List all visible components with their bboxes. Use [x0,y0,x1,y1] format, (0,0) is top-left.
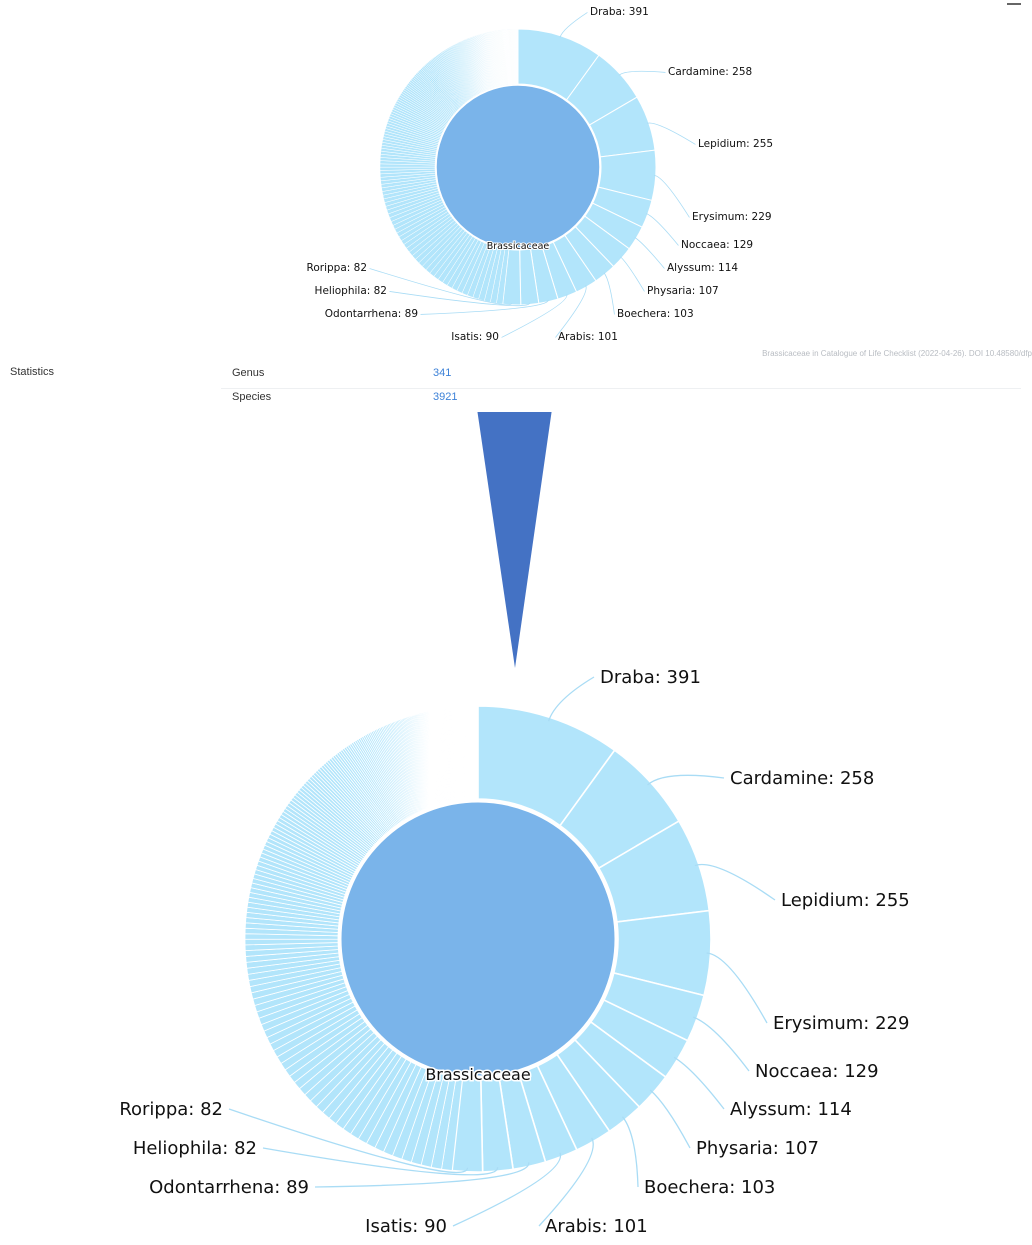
leader-line-draba [547,676,595,722]
leader-line-draba [559,12,588,38]
leader-line-heliophila [389,291,531,307]
root-disk[interactable] [338,799,618,1079]
data-label-physaria: Physaria: 107 [696,1138,819,1159]
stats-value-species[interactable]: 3921 [433,391,458,403]
data-label-heliophila: Heliophila: 82 [133,1138,257,1159]
data-label-lepidium: Lepidium: 255 [698,138,773,150]
leader-line-cardamine [647,774,725,786]
content-cutoff [221,402,1021,412]
leader-line-odontarrhena [314,1162,530,1188]
leader-line-odontarrhena [420,299,549,315]
data-label-arabis: Arabis: 101 [545,1216,648,1237]
data-label-rorippa: Rorippa: 82 [119,1099,223,1120]
leader-line-cardamine [618,70,666,76]
data-label-erysimum: Erysimum: 229 [692,211,772,223]
data-label-alyssum: Alyssum: 114 [667,262,738,274]
stats-value-genus[interactable]: 341 [433,367,452,379]
data-label-alyssum: Alyssum: 114 [730,1099,852,1120]
data-label-arabis: Arabis: 101 [558,331,618,343]
leader-line-arabis [538,1137,594,1227]
root-disk[interactable] [435,84,601,250]
leader-line-rorippa [228,1108,469,1174]
leader-line-isatis [452,1152,562,1227]
data-label-odontarrhena: Odontarrhena: 89 [149,1177,309,1198]
chart-credit: Brassicaceae in Catalogue of Life Checkl… [762,349,1032,358]
data-label-heliophila: Heliophila: 82 [315,285,387,297]
data-label-draba: Draba: 391 [600,667,701,688]
data-label-isatis: Isatis: 90 [451,331,499,343]
leader-line-boechera [621,1116,639,1188]
leader-line-erysimum [706,952,768,1024]
root-label: Brassicaceae [425,1065,530,1084]
data-label-odontarrhena: Odontarrhena: 89 [325,308,418,320]
data-label-draba: Draba: 391 [590,6,649,18]
leader-line-alyssum [673,1056,725,1110]
leader-line-alyssum [634,237,665,269]
leader-line-isatis [501,294,568,338]
outer-ring [379,28,657,306]
stats-label-species: Species [232,391,272,403]
leader-line-physaria [649,1089,691,1149]
data-label-boechera: Boechera: 103 [617,308,694,320]
window-minimize-icon[interactable] [1007,3,1021,5]
leader-line-lepidium [694,863,776,901]
leader-line-boechera [603,272,615,315]
leader-line-noccaea [645,213,679,246]
leader-line-heliophila [262,1147,499,1176]
statistics-section-label: Statistics [10,366,55,378]
leader-line-erysimum [653,174,690,218]
leader-line-arabis [555,285,587,338]
leader-line-physaria [620,256,645,292]
data-label-lepidium: Lepidium: 255 [781,890,910,911]
data-label-physaria: Physaria: 107 [647,285,719,297]
stats-label-genus: Genus [232,367,265,379]
root-label: Brassicaceae [487,241,550,252]
data-label-rorippa: Rorippa: 82 [307,262,367,274]
data-label-noccaea: Noccaea: 129 [755,1061,879,1082]
leader-line-noccaea [693,1016,750,1072]
outer-ring [244,705,712,1173]
sunburst-chart-small: Brassicaceae Draba: 391 Cardamine: 258 Lepi… [307,6,774,343]
stats-row-genus: Genus 341 [221,366,1021,389]
data-label-erysimum: Erysimum: 229 [773,1013,909,1034]
data-label-cardamine: Cardamine: 258 [730,768,874,789]
data-label-boechera: Boechera: 103 [644,1177,775,1198]
arrow-down-icon [476,402,553,668]
sunburst-chart-zoomed: Brassicaceae Draba: 391 Cardamine: 258 Lepi… [119,667,909,1237]
data-label-isatis: Isatis: 90 [365,1216,447,1237]
stats-row-species: Species 3921 [221,390,1021,412]
leader-line-rorippa [369,268,513,306]
leader-line-lepidium [646,122,696,145]
data-label-cardamine: Cardamine: 258 [668,66,752,78]
data-label-noccaea: Noccaea: 129 [681,239,753,251]
